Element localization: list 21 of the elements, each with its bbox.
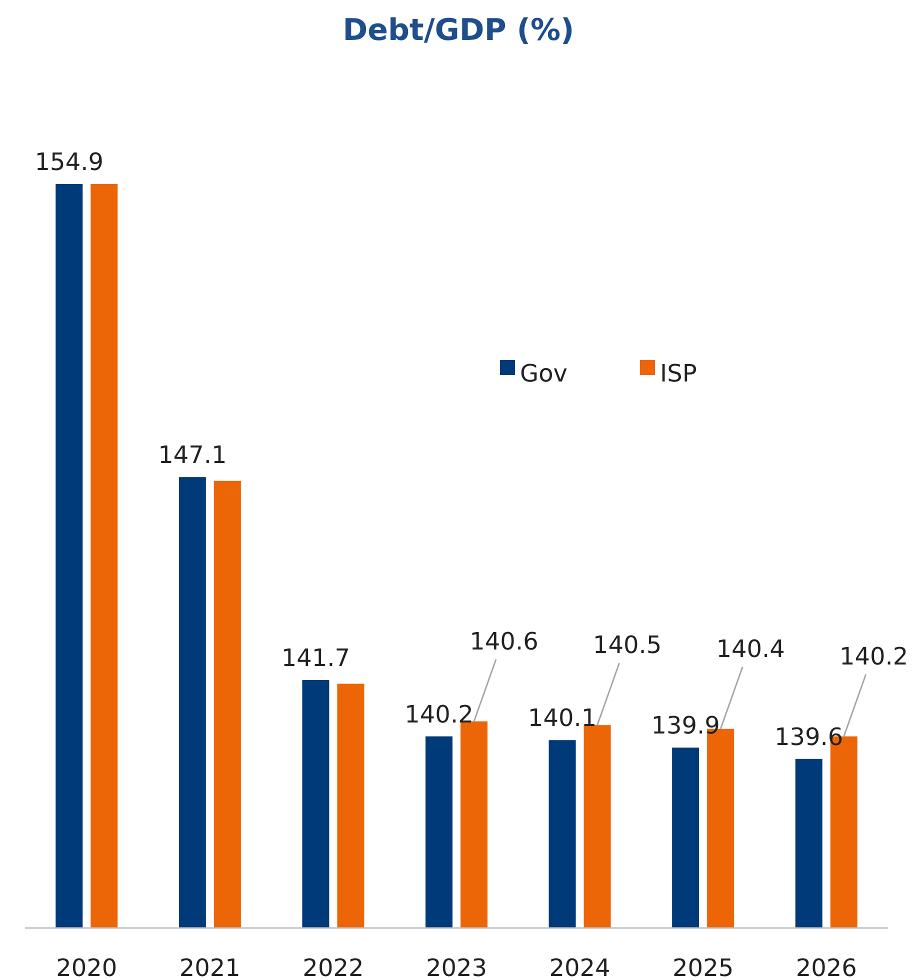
data-label: 140.1 bbox=[528, 704, 597, 732]
data-label: 140.2 bbox=[404, 700, 474, 728]
data-label: 139.6 bbox=[774, 722, 844, 751]
data-label: 147.1 bbox=[158, 441, 227, 470]
x-tick-label: 2025 bbox=[672, 954, 734, 980]
x-tick-label: 2026 bbox=[796, 954, 857, 980]
data-label: 140.5 bbox=[592, 631, 662, 660]
legend-label: Gov bbox=[520, 360, 568, 388]
x-tick-label: 2020 bbox=[56, 954, 118, 980]
data-label: 140.6 bbox=[470, 627, 538, 656]
data-label: 141.7 bbox=[281, 644, 350, 672]
x-tick-label: 2021 bbox=[179, 954, 240, 980]
data-label: 140.4 bbox=[716, 634, 785, 663]
data-label: 139.9 bbox=[651, 712, 720, 740]
x-tick-label: 2023 bbox=[426, 954, 488, 980]
chart-title: Debt/GDP (%) bbox=[342, 13, 574, 48]
data-label: 154.9 bbox=[34, 148, 104, 176]
x-tick-label: 2022 bbox=[302, 954, 364, 980]
data-label: 140.2 bbox=[840, 642, 908, 670]
legend-label: ISP bbox=[660, 360, 697, 388]
x-tick-label: 2024 bbox=[549, 954, 610, 980]
